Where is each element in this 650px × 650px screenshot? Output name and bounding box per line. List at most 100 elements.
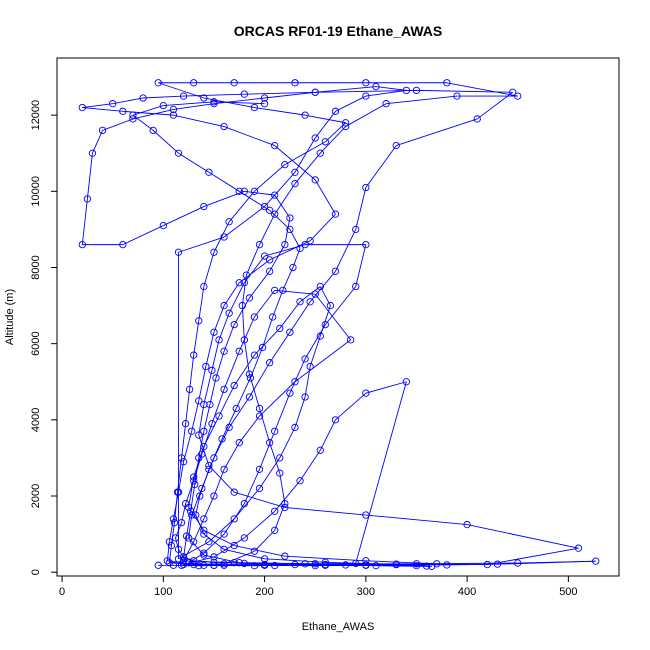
y-tick-label: 8000	[30, 255, 42, 279]
series-segment	[386, 95, 458, 105]
data-point	[311, 176, 319, 184]
data-point	[225, 218, 233, 226]
data-point	[177, 454, 186, 462]
data-point	[473, 115, 481, 123]
series-segment	[203, 370, 213, 405]
series-segment	[396, 118, 478, 147]
series-segment	[102, 118, 134, 131]
series-segment	[203, 404, 211, 432]
series-segment	[233, 354, 255, 386]
series-segment	[304, 366, 311, 398]
series-segment	[213, 537, 245, 558]
series-segment	[289, 358, 306, 394]
y-tick-label: 2000	[30, 484, 42, 508]
series-segment	[249, 271, 271, 299]
data-point	[154, 79, 162, 87]
data-point	[186, 385, 194, 394]
series-segment	[243, 469, 260, 504]
data-point	[301, 240, 309, 249]
data-point	[240, 499, 248, 508]
series-segment	[198, 366, 207, 401]
data-point	[271, 286, 279, 294]
data-point	[271, 191, 279, 199]
data-point	[149, 126, 157, 135]
series-segment	[487, 547, 579, 566]
chart-title: ORCAS RF01-19 Ethane_AWAS	[234, 23, 443, 39]
data-point	[311, 562, 319, 570]
data-point	[301, 393, 309, 401]
x-tick-label: 200	[255, 586, 273, 598]
data-point	[509, 88, 517, 96]
data-point	[352, 559, 360, 568]
series-segment	[188, 537, 205, 556]
data-point	[246, 374, 255, 382]
series-segment	[309, 213, 336, 242]
series-segment	[203, 554, 240, 564]
data-point	[129, 111, 137, 119]
data-point	[230, 79, 238, 87]
x-tick-label: 300	[357, 586, 375, 598]
data-point	[129, 115, 137, 123]
series-segment	[213, 97, 265, 105]
data-point	[574, 544, 583, 552]
data-point	[139, 94, 147, 102]
series-segment	[189, 355, 195, 390]
series-segment	[218, 385, 235, 417]
series-segment	[203, 529, 235, 546]
data-point	[205, 538, 213, 546]
data-point	[279, 286, 287, 294]
data-point	[255, 412, 264, 420]
series-segment	[223, 351, 240, 390]
data-point	[163, 557, 172, 565]
series-segment	[205, 332, 215, 367]
data-point	[169, 111, 178, 119]
series-segment	[198, 404, 205, 436]
data-point	[83, 195, 92, 203]
data-point	[200, 202, 208, 211]
data-point	[341, 122, 350, 131]
data-point	[78, 103, 86, 112]
data-point	[271, 427, 279, 435]
series-segment	[264, 564, 326, 566]
data-point	[301, 111, 309, 119]
data-point	[200, 282, 208, 291]
data-point	[179, 553, 188, 561]
data-point	[289, 263, 297, 272]
data-point	[230, 559, 238, 567]
series-segment	[375, 86, 407, 91]
series-segment	[193, 320, 200, 356]
series-segment	[259, 457, 281, 489]
data-point	[291, 378, 299, 386]
data-point	[291, 79, 299, 87]
series-segment	[234, 545, 285, 557]
data-point	[250, 547, 259, 555]
series-segment	[132, 108, 174, 120]
data-point	[119, 240, 127, 249]
series-segment	[208, 518, 235, 543]
data-point	[311, 290, 319, 298]
data-point	[190, 557, 198, 565]
series-segment	[355, 187, 367, 230]
series-segment	[245, 244, 260, 276]
series-segment	[213, 221, 230, 253]
data-point	[88, 149, 97, 157]
data-point	[412, 562, 421, 570]
series-segment	[186, 511, 192, 537]
data-point	[200, 442, 208, 451]
data-point	[212, 374, 220, 382]
series-segment	[243, 255, 265, 283]
data-point	[463, 520, 471, 529]
series-segment	[238, 316, 255, 352]
data-point	[306, 237, 314, 245]
data-point	[255, 404, 264, 413]
data-point	[240, 559, 248, 568]
series-segment	[173, 114, 225, 127]
series-segment	[209, 377, 217, 405]
series-segment	[178, 152, 210, 173]
data-point	[311, 88, 319, 96]
data-point	[188, 511, 196, 519]
series-segment	[272, 290, 284, 318]
data-point	[412, 86, 421, 95]
data-point	[200, 94, 208, 102]
